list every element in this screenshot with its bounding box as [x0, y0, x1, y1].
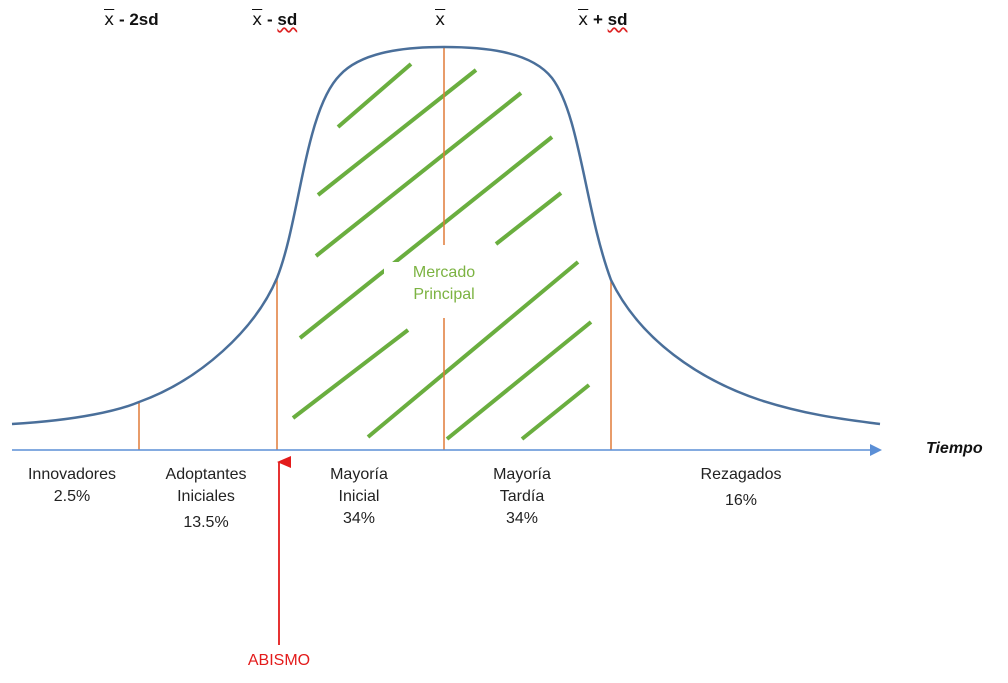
header-mean: x	[435, 10, 445, 30]
segment-name: Innovadores	[27, 466, 117, 483]
xbar-symbol: x	[578, 10, 589, 30]
segment-percent: 16%	[724, 492, 758, 509]
hatch-line	[291, 328, 410, 420]
market-label-line2: Principal	[413, 286, 475, 303]
xbar-symbol: x	[435, 10, 446, 30]
hatch-line	[298, 135, 554, 340]
header-plus-sd: x + sd	[578, 10, 627, 30]
axis-title: Tiempo	[926, 440, 983, 457]
market-label: Mercado Principal	[384, 262, 504, 306]
market-hatching	[291, 62, 593, 441]
header-minus-2sd-text: - 2sd	[114, 10, 159, 29]
segment-innovators: Innovadores 2.5%	[12, 464, 132, 508]
header-plus-sd-op: +	[588, 10, 608, 29]
segment-name: Rezagados	[700, 466, 782, 483]
hatch-line	[316, 68, 478, 197]
segment-percent: 34%	[505, 510, 539, 527]
segment-name: Mayoría	[330, 466, 388, 483]
segment-dividers	[138, 47, 612, 450]
header-minus-sd-sd: sd	[277, 10, 298, 29]
bell-curve	[11, 45, 881, 426]
xbar-symbol: x	[252, 10, 263, 30]
segment-percent: 2.5%	[53, 488, 91, 505]
chasm-label: ABISMO	[247, 652, 311, 669]
header-minus-sd: x - sd	[252, 10, 297, 30]
header-minus-sd-op: -	[262, 10, 278, 29]
hatch-line	[445, 320, 593, 441]
hatch-line	[366, 260, 580, 439]
segment-name-2: Iniciales	[177, 488, 235, 505]
segment-percent: 13.5%	[183, 514, 229, 531]
segment-laggards: Rezagados 16%	[681, 464, 801, 512]
header-plus-sd-sd: sd	[607, 10, 628, 29]
segment-percent: 34%	[342, 510, 376, 527]
segment-name-2: Tardía	[499, 488, 545, 505]
segment-early-majority: Mayoría Inicial 34%	[299, 464, 419, 530]
segment-name: Adoptantes	[165, 466, 247, 483]
segment-early-adopters: Adoptantes Iniciales 13.5%	[146, 464, 266, 534]
segment-name-2: Inicial	[338, 488, 380, 505]
segment-name: Mayoría	[493, 466, 551, 483]
segment-late-majority: Mayoría Tardía 34%	[462, 464, 582, 530]
hatch-line	[494, 191, 563, 246]
xbar-symbol: x	[104, 10, 115, 30]
market-label-line1: Mercado	[412, 264, 476, 281]
hatch-line	[336, 62, 413, 129]
hatch-line	[314, 91, 523, 258]
hatch-line	[520, 383, 591, 441]
header-minus-2sd: x - 2sd	[104, 10, 159, 30]
